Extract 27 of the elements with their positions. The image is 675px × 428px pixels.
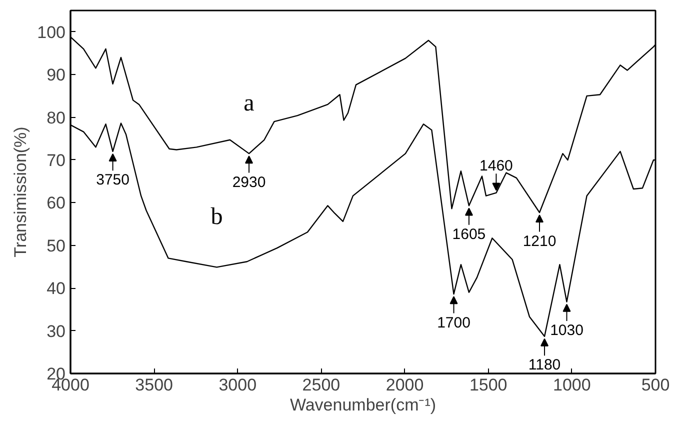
y-tick-label: 60 (46, 194, 66, 213)
annotation: 1700 (437, 314, 470, 332)
series-label: b (210, 204, 223, 230)
x-tick-label: 1500 (469, 376, 508, 394)
y-tick-label: 70 (46, 150, 66, 170)
y-tick-label: 50 (46, 236, 66, 256)
annotation: 2930 (232, 174, 266, 191)
annotation: 1605 (452, 226, 486, 243)
x-tick-label: 500 (641, 376, 670, 394)
y-tick-label: 100 (37, 22, 66, 42)
annotation: 1180 (528, 356, 561, 374)
x-tick-label: 1000 (553, 376, 591, 394)
annotation: 1210 (522, 232, 556, 250)
x-tick-label: 2000 (386, 376, 424, 394)
y-tick-label: 80 (46, 108, 66, 128)
annotation: 3750 (96, 172, 130, 189)
x-axis-title: Wavenumber(cm⁻¹) (290, 396, 436, 414)
x-tick-label: 3500 (135, 376, 173, 394)
y-tick-label: 90 (46, 66, 66, 85)
annotation: 1460 (480, 158, 513, 175)
x-tick-label: 3000 (218, 376, 257, 394)
y-tick-label: 40 (46, 279, 66, 298)
y-tick-label: 30 (46, 322, 66, 341)
series-label: a (244, 90, 255, 117)
annotation: 1030 (550, 322, 584, 340)
x-tick-label: 2500 (302, 376, 340, 394)
y-axis-title: Transimission(%) (11, 126, 30, 258)
